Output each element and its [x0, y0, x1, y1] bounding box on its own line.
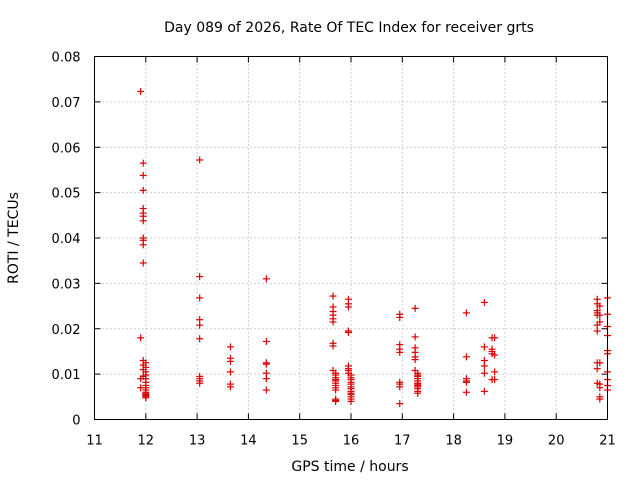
- x-tick-label: 17: [394, 434, 411, 449]
- y-tick-label: 0.05: [52, 187, 81, 202]
- data-point: [196, 379, 204, 387]
- data-point: [196, 335, 204, 343]
- x-axis-label: GPS time / hours: [291, 459, 408, 475]
- x-tick-label: 18: [445, 434, 462, 449]
- chart-title: Day 089 of 2026, Rate Of TEC Index for r…: [164, 20, 534, 36]
- data-point: [262, 360, 270, 368]
- data-point: [480, 387, 488, 395]
- data-point: [480, 369, 488, 377]
- data-point: [593, 327, 601, 335]
- data-point: [139, 171, 147, 179]
- data-point: [411, 333, 419, 341]
- y-tick-label: 0.07: [52, 96, 81, 111]
- data-point: [491, 334, 499, 342]
- data-point: [396, 348, 404, 356]
- data-point: [462, 378, 470, 386]
- data-point: [344, 303, 352, 311]
- data-point: [491, 351, 499, 359]
- data-point: [226, 383, 234, 391]
- data-point: [137, 334, 145, 342]
- y-tick-label: 0.04: [52, 232, 81, 247]
- data-point: [226, 368, 234, 376]
- data-point: [196, 273, 204, 281]
- data-point: [596, 318, 604, 326]
- x-tick-label: 16: [343, 434, 360, 449]
- data-point: [196, 156, 204, 164]
- data-point: [414, 389, 422, 397]
- x-tick-label: 14: [240, 434, 257, 449]
- y-tick-label: 0: [72, 414, 80, 429]
- data-point: [462, 388, 470, 396]
- data-point: [226, 343, 234, 351]
- data-point: [262, 386, 270, 394]
- data-point: [196, 321, 204, 329]
- data-point: [593, 365, 601, 373]
- data-point: [332, 386, 340, 394]
- data-point: [139, 159, 147, 167]
- data-point: [142, 394, 150, 402]
- data-point: [480, 343, 488, 351]
- data-point: [411, 356, 419, 364]
- data-point: [596, 384, 604, 392]
- x-tick-label: 21: [599, 434, 616, 449]
- data-point: [596, 311, 604, 319]
- data-point: [344, 328, 352, 336]
- data-point: [332, 397, 340, 405]
- data-point: [329, 292, 337, 300]
- data-point: [347, 397, 355, 405]
- data-point: [480, 362, 488, 370]
- data-point: [329, 318, 337, 326]
- x-tick-label: 19: [497, 434, 514, 449]
- data-point: [596, 302, 604, 310]
- data-point: [329, 342, 337, 350]
- y-tick-label: 0.01: [52, 368, 81, 383]
- data-point: [462, 353, 470, 361]
- data-point: [139, 186, 147, 194]
- data-point: [491, 376, 499, 384]
- data-point: [139, 217, 147, 225]
- data-point: [596, 359, 604, 367]
- data-point: [462, 309, 470, 317]
- data-point: [262, 375, 270, 383]
- data-point: [396, 400, 404, 408]
- data-point: [491, 368, 499, 376]
- y-tick-label: 0.02: [52, 323, 81, 338]
- data-point: [411, 304, 419, 312]
- data-points: [137, 87, 611, 408]
- data-point: [596, 395, 604, 403]
- x-tick-label: 13: [189, 434, 206, 449]
- data-point: [262, 275, 270, 283]
- data-point: [480, 298, 488, 306]
- x-tick-label: 20: [548, 434, 565, 449]
- grid-lines: [94, 56, 608, 420]
- y-axis-label: ROTI / TECUs: [6, 192, 22, 284]
- x-tick-label: 11: [86, 434, 103, 449]
- data-point: [226, 357, 234, 365]
- data-point: [137, 87, 145, 95]
- y-tick-label: 0.06: [52, 141, 81, 156]
- data-point: [396, 383, 404, 391]
- y-tick-label: 0.08: [52, 51, 81, 66]
- y-tick-label: 0.03: [52, 277, 81, 292]
- data-point: [262, 337, 270, 345]
- x-tick-label: 12: [138, 434, 155, 449]
- data-point: [196, 294, 204, 302]
- data-point: [396, 313, 404, 321]
- plot-frame: [94, 56, 608, 420]
- data-point: [139, 259, 147, 267]
- axes: 11 12 13 14 15 16 17 18 19 20 21 0 0.01 0.02 0.03 0.04 0…: [52, 51, 616, 449]
- x-tick-label: 15: [291, 434, 308, 449]
- data-point: [139, 241, 147, 249]
